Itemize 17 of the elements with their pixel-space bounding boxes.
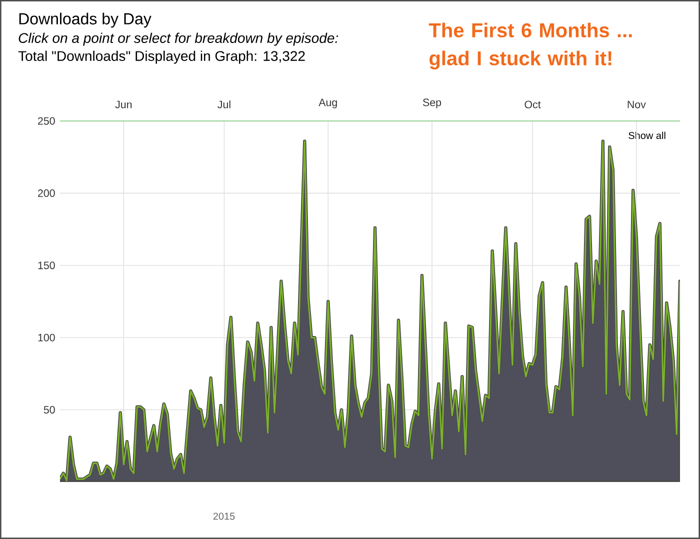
x-tick-label: Aug: [318, 98, 337, 108]
x-tick-label: Jul: [218, 100, 230, 108]
x-tick-label: Nov: [628, 100, 646, 108]
x-tick-label: Oct: [524, 100, 541, 108]
chart-subtitle: Click on a point or select for breakdown by episode:: [18, 32, 338, 46]
y-tick-label: 200: [38, 189, 55, 197]
chart-title: Downloads by Day: [19, 12, 152, 28]
text: Total "Downloads" Displayed in Graph: 13,322: [18, 50, 305, 64]
y-tick-label: 100: [38, 334, 55, 342]
y-tick-label: 150: [38, 262, 55, 270]
x-tick-label: Sep: [422, 98, 442, 108]
x-tick-label: Jun: [115, 100, 132, 108]
text: The First 6 Months ... glad I stuck with it!: [428, 22, 632, 70]
text: 2015: [213, 512, 235, 520]
annotation: Show all: [628, 132, 666, 140]
y-tick-label: 50: [44, 406, 55, 414]
y-tick-label: 250: [38, 117, 55, 125]
